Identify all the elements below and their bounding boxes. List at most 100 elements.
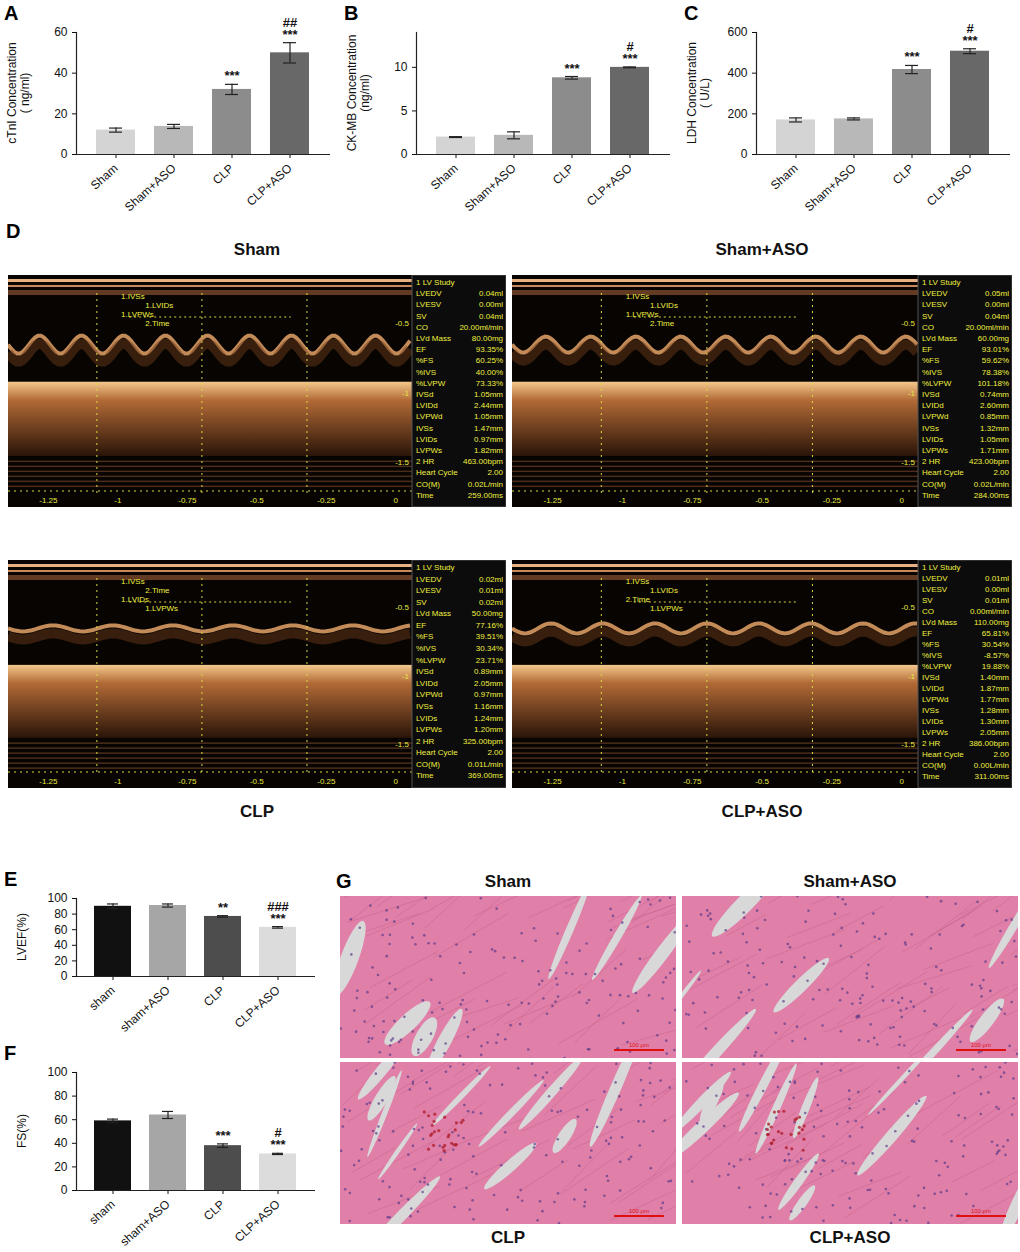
svg-text:-1.25: -1.25 bbox=[39, 496, 58, 505]
svg-text:CO: CO bbox=[416, 323, 428, 332]
svg-text:CLP+ASO: CLP+ASO bbox=[232, 983, 283, 1031]
svg-text:1.LVIDs: 1.LVIDs bbox=[145, 301, 173, 310]
svg-text:19.88%: 19.88% bbox=[982, 662, 1009, 671]
svg-text:LVd Mass: LVd Mass bbox=[416, 609, 451, 618]
svg-text:1.32mm: 1.32mm bbox=[980, 424, 1009, 433]
svg-text:LVPWs: LVPWs bbox=[922, 446, 948, 455]
svg-text:1.24mm: 1.24mm bbox=[474, 714, 503, 723]
svg-text:Heart Cycle: Heart Cycle bbox=[416, 748, 458, 757]
svg-text:0.74mm: 0.74mm bbox=[980, 390, 1009, 399]
svg-text:1.LVIDs: 1.LVIDs bbox=[121, 595, 149, 604]
svg-text:CK-MB Concentration(ng/ml): CK-MB Concentration(ng/ml) bbox=[345, 35, 372, 152]
svg-text:#: # bbox=[966, 21, 974, 36]
svg-text:-1.25: -1.25 bbox=[39, 777, 58, 786]
svg-text:LVd Mass: LVd Mass bbox=[922, 334, 957, 343]
svg-text:Heart Cycle: Heart Cycle bbox=[416, 468, 458, 477]
svg-text:-0.5: -0.5 bbox=[901, 319, 915, 328]
svg-text:40: 40 bbox=[54, 1136, 68, 1150]
svg-text:IVSs: IVSs bbox=[416, 702, 433, 711]
svg-text:LVIDd: LVIDd bbox=[416, 679, 438, 688]
svg-text:%IVS: %IVS bbox=[416, 368, 436, 377]
svg-text:%LVPW: %LVPW bbox=[922, 662, 952, 671]
svg-text:-0.5: -0.5 bbox=[755, 496, 769, 505]
svg-text:1.LVPWs: 1.LVPWs bbox=[145, 604, 178, 613]
svg-text:Sham: Sham bbox=[428, 161, 461, 192]
svg-text:1.82mm: 1.82mm bbox=[474, 446, 503, 455]
svg-text:1 LV Study: 1 LV Study bbox=[922, 563, 961, 572]
svg-text:73.33%: 73.33% bbox=[476, 379, 503, 388]
svg-text:369.00ms: 369.00ms bbox=[468, 771, 503, 780]
svg-text:78.38%: 78.38% bbox=[982, 368, 1009, 377]
svg-text:-1: -1 bbox=[402, 672, 410, 681]
svg-text:EF: EF bbox=[922, 345, 932, 354]
svg-text:LVEDV: LVEDV bbox=[416, 575, 442, 584]
svg-text:2.60mm: 2.60mm bbox=[980, 401, 1009, 410]
svg-text:0: 0 bbox=[401, 147, 408, 161]
svg-text:%LVPW: %LVPW bbox=[922, 379, 952, 388]
svg-text:1 LV Study: 1 LV Study bbox=[416, 563, 455, 572]
svg-text:20: 20 bbox=[54, 107, 68, 121]
svg-text:0: 0 bbox=[61, 1183, 68, 1197]
svg-text:-1: -1 bbox=[402, 389, 410, 398]
svg-text:0.02ml: 0.02ml bbox=[479, 575, 503, 584]
svg-text:CLP+ASO: CLP+ASO bbox=[232, 1197, 283, 1245]
svg-text:sham: sham bbox=[86, 1197, 117, 1227]
svg-text:2.00: 2.00 bbox=[487, 468, 503, 477]
svg-text:Sham: Sham bbox=[768, 161, 801, 192]
svg-text:SV: SV bbox=[922, 596, 933, 605]
svg-text:%LVPW: %LVPW bbox=[416, 656, 446, 665]
svg-text:0.00ml/min: 0.00ml/min bbox=[970, 607, 1009, 616]
svg-text:2.05mm: 2.05mm bbox=[980, 728, 1009, 737]
svg-text:80: 80 bbox=[54, 1089, 68, 1103]
svg-text:#: # bbox=[626, 39, 634, 54]
svg-text:LVPWs: LVPWs bbox=[416, 725, 442, 734]
svg-text:93.01%: 93.01% bbox=[982, 345, 1009, 354]
svg-text:-0.25: -0.25 bbox=[823, 496, 842, 505]
svg-text:CLP: CLP bbox=[550, 161, 577, 187]
svg-text:%IVS: %IVS bbox=[416, 644, 436, 653]
svg-text:2.05mm: 2.05mm bbox=[474, 679, 503, 688]
svg-text:-1.25: -1.25 bbox=[543, 777, 562, 786]
svg-text:0: 0 bbox=[394, 496, 399, 505]
svg-text:%FS: %FS bbox=[416, 356, 433, 365]
svg-text:100 μm: 100 μm bbox=[971, 1042, 991, 1048]
svg-text:sham+ASO: sham+ASO bbox=[117, 983, 172, 1034]
svg-text:20.00ml/min: 20.00ml/min bbox=[459, 323, 503, 332]
svg-text:386.00bpm: 386.00bpm bbox=[969, 739, 1009, 748]
svg-text:600: 600 bbox=[727, 25, 747, 39]
svg-text:30.34%: 30.34% bbox=[476, 644, 503, 653]
svg-text:###: ### bbox=[267, 899, 289, 914]
svg-text:CLP: CLP bbox=[890, 161, 917, 187]
svg-text:-0.5: -0.5 bbox=[250, 496, 264, 505]
svg-text:0.01ml: 0.01ml bbox=[985, 596, 1009, 605]
svg-text:IVSd: IVSd bbox=[416, 667, 433, 676]
svg-text:0.01L/min: 0.01L/min bbox=[468, 760, 503, 769]
svg-text:2.Time: 2.Time bbox=[145, 586, 170, 595]
svg-text:CO(M): CO(M) bbox=[922, 480, 946, 489]
svg-text:100 μm: 100 μm bbox=[629, 1208, 649, 1214]
svg-text:50.00mg: 50.00mg bbox=[472, 609, 503, 618]
svg-text:LVIDs: LVIDs bbox=[416, 714, 437, 723]
svg-text:0.02ml: 0.02ml bbox=[479, 598, 503, 607]
svg-text:-0.5: -0.5 bbox=[395, 603, 409, 612]
svg-text:23.71%: 23.71% bbox=[476, 656, 503, 665]
svg-text:20: 20 bbox=[54, 954, 68, 968]
svg-text:2.00: 2.00 bbox=[993, 468, 1009, 477]
svg-text:59.62%: 59.62% bbox=[982, 356, 1009, 365]
svg-text:1.IVSs: 1.IVSs bbox=[121, 292, 145, 301]
svg-text:%FS: %FS bbox=[922, 356, 939, 365]
svg-text:1.05mm: 1.05mm bbox=[474, 390, 503, 399]
svg-text:IVSs: IVSs bbox=[922, 424, 939, 433]
svg-text:%FS: %FS bbox=[922, 640, 939, 649]
svg-text:0.02L/min: 0.02L/min bbox=[974, 480, 1009, 489]
svg-text:20.00ml/min: 20.00ml/min bbox=[965, 323, 1009, 332]
svg-text:200: 200 bbox=[727, 107, 747, 121]
svg-text:0: 0 bbox=[741, 147, 748, 161]
svg-text:0.02L/min: 0.02L/min bbox=[468, 480, 503, 489]
svg-text:Time: Time bbox=[922, 772, 940, 781]
svg-text:0.04ml: 0.04ml bbox=[479, 289, 503, 298]
svg-text:LVIDs: LVIDs bbox=[922, 717, 943, 726]
svg-text:110.00mg: 110.00mg bbox=[974, 618, 1009, 627]
svg-text:0.89mm: 0.89mm bbox=[474, 667, 503, 676]
svg-text:259.00ms: 259.00ms bbox=[468, 491, 503, 500]
